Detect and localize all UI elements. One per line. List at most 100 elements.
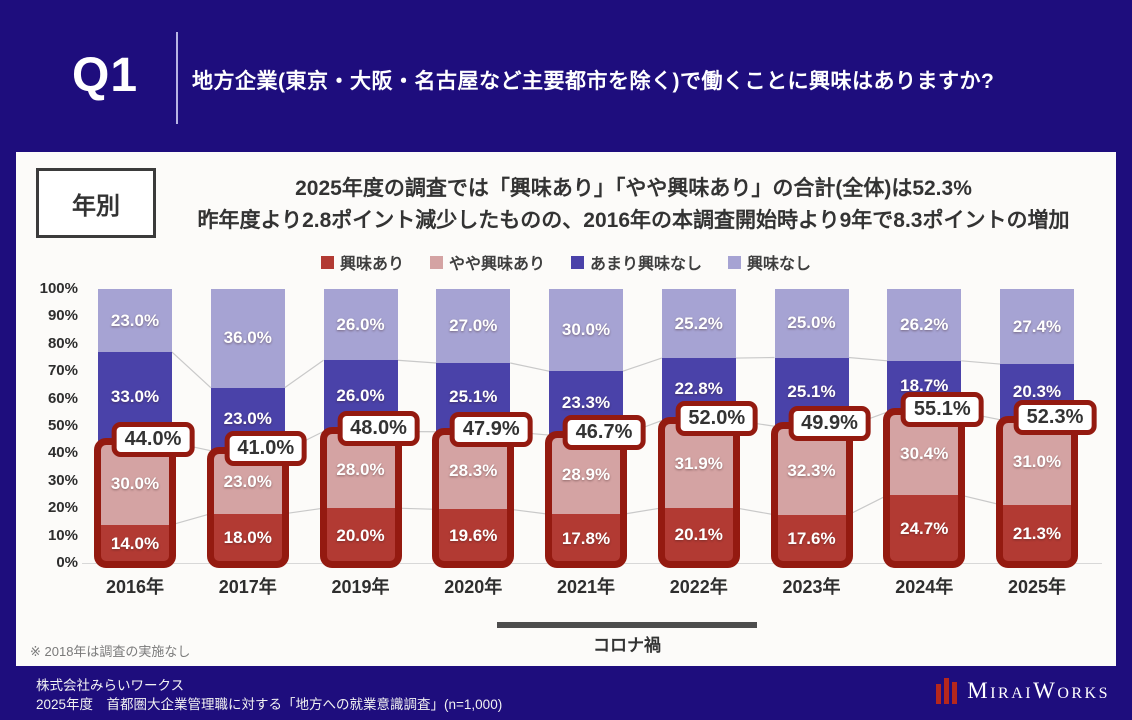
header-divider	[176, 32, 178, 124]
legend-label: 興味なし	[747, 256, 812, 273]
bar-value-label: 30.0%	[110, 473, 160, 493]
bar-segment-興味あり: 17.8%	[549, 514, 623, 563]
stacked-bar-chart: 0% 10% 20% 30% 40% 50% 60% 70% 80% 90% 100% 14.0% 30…	[16, 152, 1116, 666]
bar-segment-興味なし: 27.0%	[436, 289, 511, 363]
bar-value-label: 25.0%	[787, 313, 836, 333]
logo-bars-icon	[936, 678, 958, 704]
bar-value-label: 14.0%	[110, 533, 160, 553]
combined-callout: 46.7%	[562, 415, 646, 451]
miraiworks-logo: MIRAIWORKS	[936, 678, 1110, 704]
bar-value-label: 23.0%	[223, 409, 272, 429]
bar-value-label: 36.0%	[223, 328, 272, 348]
bar-value-label: 20.1%	[674, 525, 723, 545]
combined-callout: 52.0%	[675, 400, 759, 436]
bar-segment-興味あり: 14.0%	[98, 524, 172, 563]
combined-highlight-frame	[996, 415, 1078, 568]
bar-value-label: 25.1%	[787, 381, 836, 401]
bar-segment-興味なし: 25.0%	[774, 289, 849, 358]
question-text: 地方企業(東京・大阪・名古屋など主要都市を除く)で働くことに興味はありますか?	[192, 70, 995, 93]
y-tick-label: 100%	[39, 280, 78, 297]
y-tick-label: 70%	[47, 362, 78, 380]
x-tick-label: 2024年	[895, 577, 954, 597]
year-tag-box: 年別	[36, 168, 156, 238]
y-tick-label: 50%	[47, 417, 78, 434]
bar-segment-興味あり: 18.0%	[210, 513, 285, 563]
bar-segment-興味あり: 20.0%	[323, 508, 398, 563]
bar-value-label: 23.0%	[110, 310, 160, 330]
panel-title-line1: 2025年度の調査では「興味あり」「やや興味あり」の合計(全体)は52.3%	[295, 177, 972, 200]
legend-swatch-not-interested	[728, 255, 742, 269]
combined-highlight-frame	[432, 427, 515, 568]
combined-callout: 44.0%	[111, 422, 195, 458]
bar-segment-興味あり: 17.6%	[774, 514, 849, 563]
bar-segment-興味あり: 24.7%	[887, 495, 962, 563]
bar-value-label: 26.0%	[336, 385, 385, 405]
bar-value-label: 25.1%	[449, 387, 498, 407]
chart-legend: 興味あり やや興味あり あまり興味なし 興味なし	[16, 250, 1116, 274]
y-tick-label: 10%	[47, 526, 78, 544]
covid-span-bar	[497, 622, 757, 628]
footer-source: 2025年度 首都圏大企業管理職に対する「地方への就業意識調査」(n=1,000…	[36, 697, 503, 712]
bar-value-label: 18.0%	[223, 528, 272, 548]
legend-item-not-very-interested: あまり興味なし	[571, 250, 702, 274]
bar-value-label: 23.3%	[561, 393, 611, 413]
bar-value-label: 31.0%	[1012, 452, 1062, 472]
combined-highlight-frame	[545, 431, 627, 568]
bar-value-label: 20.0%	[336, 525, 385, 545]
bar-value-label: 19.6%	[449, 526, 498, 546]
y-tick-label: 30%	[47, 471, 78, 489]
bar-value-label: 27.4%	[1012, 316, 1062, 336]
bar-value-label: 27.0%	[449, 315, 498, 335]
bar-segment-興味なし: 27.4%	[1000, 289, 1074, 365]
bar-segment-興味なし: 23.0%	[98, 289, 172, 353]
legend-swatch-somewhat-interested	[429, 255, 443, 269]
bar-value-label: 20.3%	[1012, 381, 1062, 401]
combined-highlight-frame	[319, 427, 402, 568]
x-tick-label: 2019年	[331, 577, 390, 597]
chart-note: ※ 2018年は調査の実施なし	[30, 644, 191, 659]
y-tick-label: 60%	[47, 389, 78, 407]
bar-value-label: 26.2%	[900, 314, 949, 334]
bar-segment-興味なし: 26.0%	[323, 289, 398, 361]
x-tick-label: 2023年	[782, 577, 841, 597]
bar-value-label: 32.3%	[787, 460, 836, 480]
bar-value-label: 21.3%	[1012, 523, 1062, 543]
legend-item-interested: 興味あり	[320, 250, 404, 274]
combined-highlight-frame	[770, 422, 853, 568]
chart-panel: 年別 2025年度の調査では「興味あり」「やや興味あり」の合計(全体)は52.3…	[16, 152, 1116, 666]
x-tick-label: 2017年	[218, 577, 277, 597]
bar-segment-興味なし: 26.2%	[887, 289, 962, 361]
y-tick-label: 90%	[47, 307, 78, 325]
bar-value-label: 31.9%	[674, 454, 723, 474]
legend-label: あまり興味なし	[590, 256, 703, 273]
bar-value-label: 23.0%	[223, 472, 272, 492]
x-tick-label: 2020年	[444, 577, 503, 597]
bar-value-label: 18.7%	[900, 376, 949, 396]
combined-callout: 48.0%	[337, 411, 420, 447]
legend-label: 興味あり	[339, 256, 404, 273]
bar-segment-興味なし: 30.0%	[549, 289, 623, 372]
bar-segment-興味あり: 21.3%	[1000, 504, 1074, 563]
x-tick-label: 2016年	[105, 577, 165, 597]
combined-highlight-frame	[883, 408, 966, 568]
combined-highlight-frame	[657, 416, 740, 568]
panel-title-line2: 昨年度より2.8ポイント減少したものの、2016年の本調査開始時より9年で8.3…	[197, 208, 1070, 232]
x-tick-label: 2021年	[556, 577, 616, 597]
bar-segment-興味なし: 25.2%	[661, 289, 736, 359]
legend-item-somewhat-interested: やや興味あり	[429, 250, 545, 274]
combined-callout: 41.0%	[224, 430, 308, 466]
bar-value-label: 28.3%	[449, 460, 498, 480]
footer-company: 株式会社みらいワークス	[36, 678, 185, 693]
combined-callout: 49.9%	[788, 406, 871, 442]
question-number: Q1	[72, 49, 139, 102]
covid-span-label: コロナ禍	[593, 636, 661, 655]
bar-value-label: 22.8%	[674, 379, 723, 399]
y-tick-label: 20%	[47, 499, 78, 517]
logo-wordmark: MIRAIWORKS	[967, 678, 1110, 703]
panel-title: 2025年度の調査では「興味あり」「やや興味あり」の合計(全体)は52.3% 昨…	[156, 173, 1111, 236]
legend-item-not-interested: 興味なし	[728, 250, 811, 274]
bar-value-label: 17.8%	[561, 528, 611, 548]
x-tick-label: 2022年	[669, 577, 728, 597]
bar-value-label: 30.4%	[900, 443, 949, 463]
